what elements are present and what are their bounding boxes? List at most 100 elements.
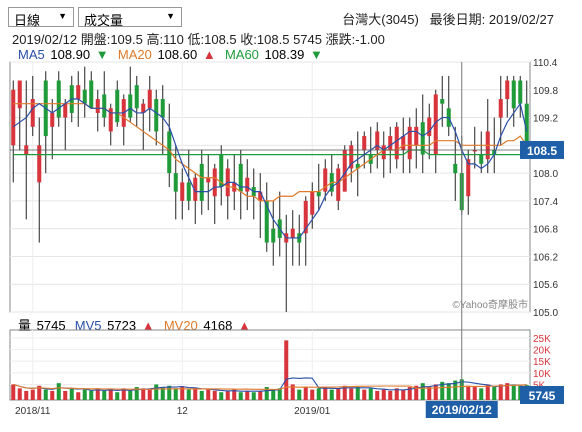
candle-body <box>466 159 471 197</box>
candle-body <box>245 177 250 192</box>
candle-body <box>76 85 81 100</box>
volume-bar <box>147 389 152 400</box>
volume-tick-label: 25K <box>533 334 551 345</box>
candle-body <box>180 182 185 201</box>
candle-body <box>50 112 55 127</box>
indicator-select[interactable]: 成交量 ▼ <box>78 7 182 28</box>
candle-body <box>388 136 393 150</box>
candle-body <box>264 200 269 243</box>
candle-body <box>394 126 399 160</box>
ma20-arrow: ▲ <box>202 47 216 62</box>
volume-bar <box>225 390 230 400</box>
mv5-arrow: ▲ <box>141 318 155 333</box>
volume-bar <box>108 389 113 400</box>
candle-body <box>290 228 295 238</box>
period-select[interactable]: 日線 ▼ <box>8 7 74 28</box>
volume-bar <box>472 387 477 400</box>
mv5-label: MV5 <box>74 318 102 333</box>
volume-bar <box>440 381 445 400</box>
x-tick-label: 2018/11 <box>15 406 51 417</box>
ma60-arrow: ▼ <box>309 47 323 62</box>
volume-bar <box>95 388 100 400</box>
candle-body <box>63 103 68 118</box>
volume-bar <box>69 388 74 400</box>
volume-bar <box>154 384 159 400</box>
candle-body <box>206 177 211 183</box>
volume-bar <box>128 390 133 400</box>
candle-body <box>258 191 263 201</box>
mv5-line <box>13 377 527 392</box>
volume-bar <box>199 390 204 400</box>
candle-body <box>479 154 484 164</box>
candle-body <box>186 182 191 201</box>
candle-body <box>420 122 425 155</box>
volume-bar <box>56 383 61 400</box>
candle-body <box>37 145 42 183</box>
candle-body <box>303 200 308 234</box>
volume-bar <box>11 384 16 400</box>
ma5-value: 108.90 <box>50 47 91 62</box>
volume-bar <box>160 387 165 400</box>
volume-bar <box>232 389 237 400</box>
volume-bar <box>115 392 120 400</box>
volume-panel-frame <box>9 329 531 401</box>
low-value: 108.5 <box>204 32 237 47</box>
volume-tick-label: 10K <box>533 369 551 380</box>
price-tick-label: 109.8 <box>533 86 558 97</box>
open-value: 109.5 <box>110 32 143 47</box>
volume-bar <box>388 390 393 400</box>
chevron-down-icon: ▼ <box>58 11 67 21</box>
candle-body <box>167 131 172 174</box>
mv5-value: 5723 <box>107 318 137 333</box>
volume-bar <box>297 389 302 400</box>
stock-title: 台灣大(3045) <box>342 12 419 27</box>
volume-bar <box>30 389 35 400</box>
volume-tick-label: 20K <box>533 346 551 357</box>
candle-body <box>128 94 133 118</box>
candle-body <box>349 145 354 169</box>
candle-body <box>141 103 146 113</box>
volume-bar <box>349 388 354 400</box>
volume-bar <box>43 389 48 400</box>
mv20-value: 4168 <box>203 318 233 333</box>
candle-body <box>134 85 139 109</box>
high-value: 110 <box>163 32 184 47</box>
volume-bar <box>121 388 126 400</box>
volume-bar <box>329 389 334 400</box>
candle-body <box>154 99 159 132</box>
candle-body <box>492 149 497 155</box>
volume-bar <box>368 388 373 400</box>
volume-bar <box>303 387 308 400</box>
mv20-line <box>13 383 527 390</box>
ma5-label: MA5 <box>18 47 45 62</box>
candle-body <box>407 126 412 160</box>
price-tag-box <box>520 140 564 159</box>
volume-bar <box>63 390 68 400</box>
volume-bar <box>323 387 328 400</box>
candle-body <box>381 145 386 160</box>
volume-bar <box>37 385 42 400</box>
volume-legend: 量 5745 MV5 5723 ▲ MV20 4168 ▲ <box>18 315 253 334</box>
candle-body <box>316 191 321 197</box>
volume-bar <box>401 389 406 400</box>
candle-body <box>212 168 217 197</box>
volume-bar <box>316 388 321 400</box>
volume-bar <box>167 385 172 400</box>
volume-bar <box>173 388 178 400</box>
volume-bar <box>17 388 22 400</box>
volume-bar <box>180 387 185 400</box>
candle-body <box>82 89 87 104</box>
candle-body <box>472 149 477 152</box>
volume-bar <box>433 384 438 400</box>
price-tick-label: 106.2 <box>533 252 558 263</box>
candle-body <box>89 80 94 109</box>
mv20-arrow: ▲ <box>237 318 251 333</box>
volume-bar <box>219 392 224 400</box>
volume-bar <box>264 387 269 400</box>
last-date-label: 最後日期: <box>429 12 486 27</box>
candle-body <box>193 177 198 201</box>
volume-bar <box>381 389 386 400</box>
vol-label: 量 <box>18 318 32 333</box>
candle-body <box>375 131 380 150</box>
